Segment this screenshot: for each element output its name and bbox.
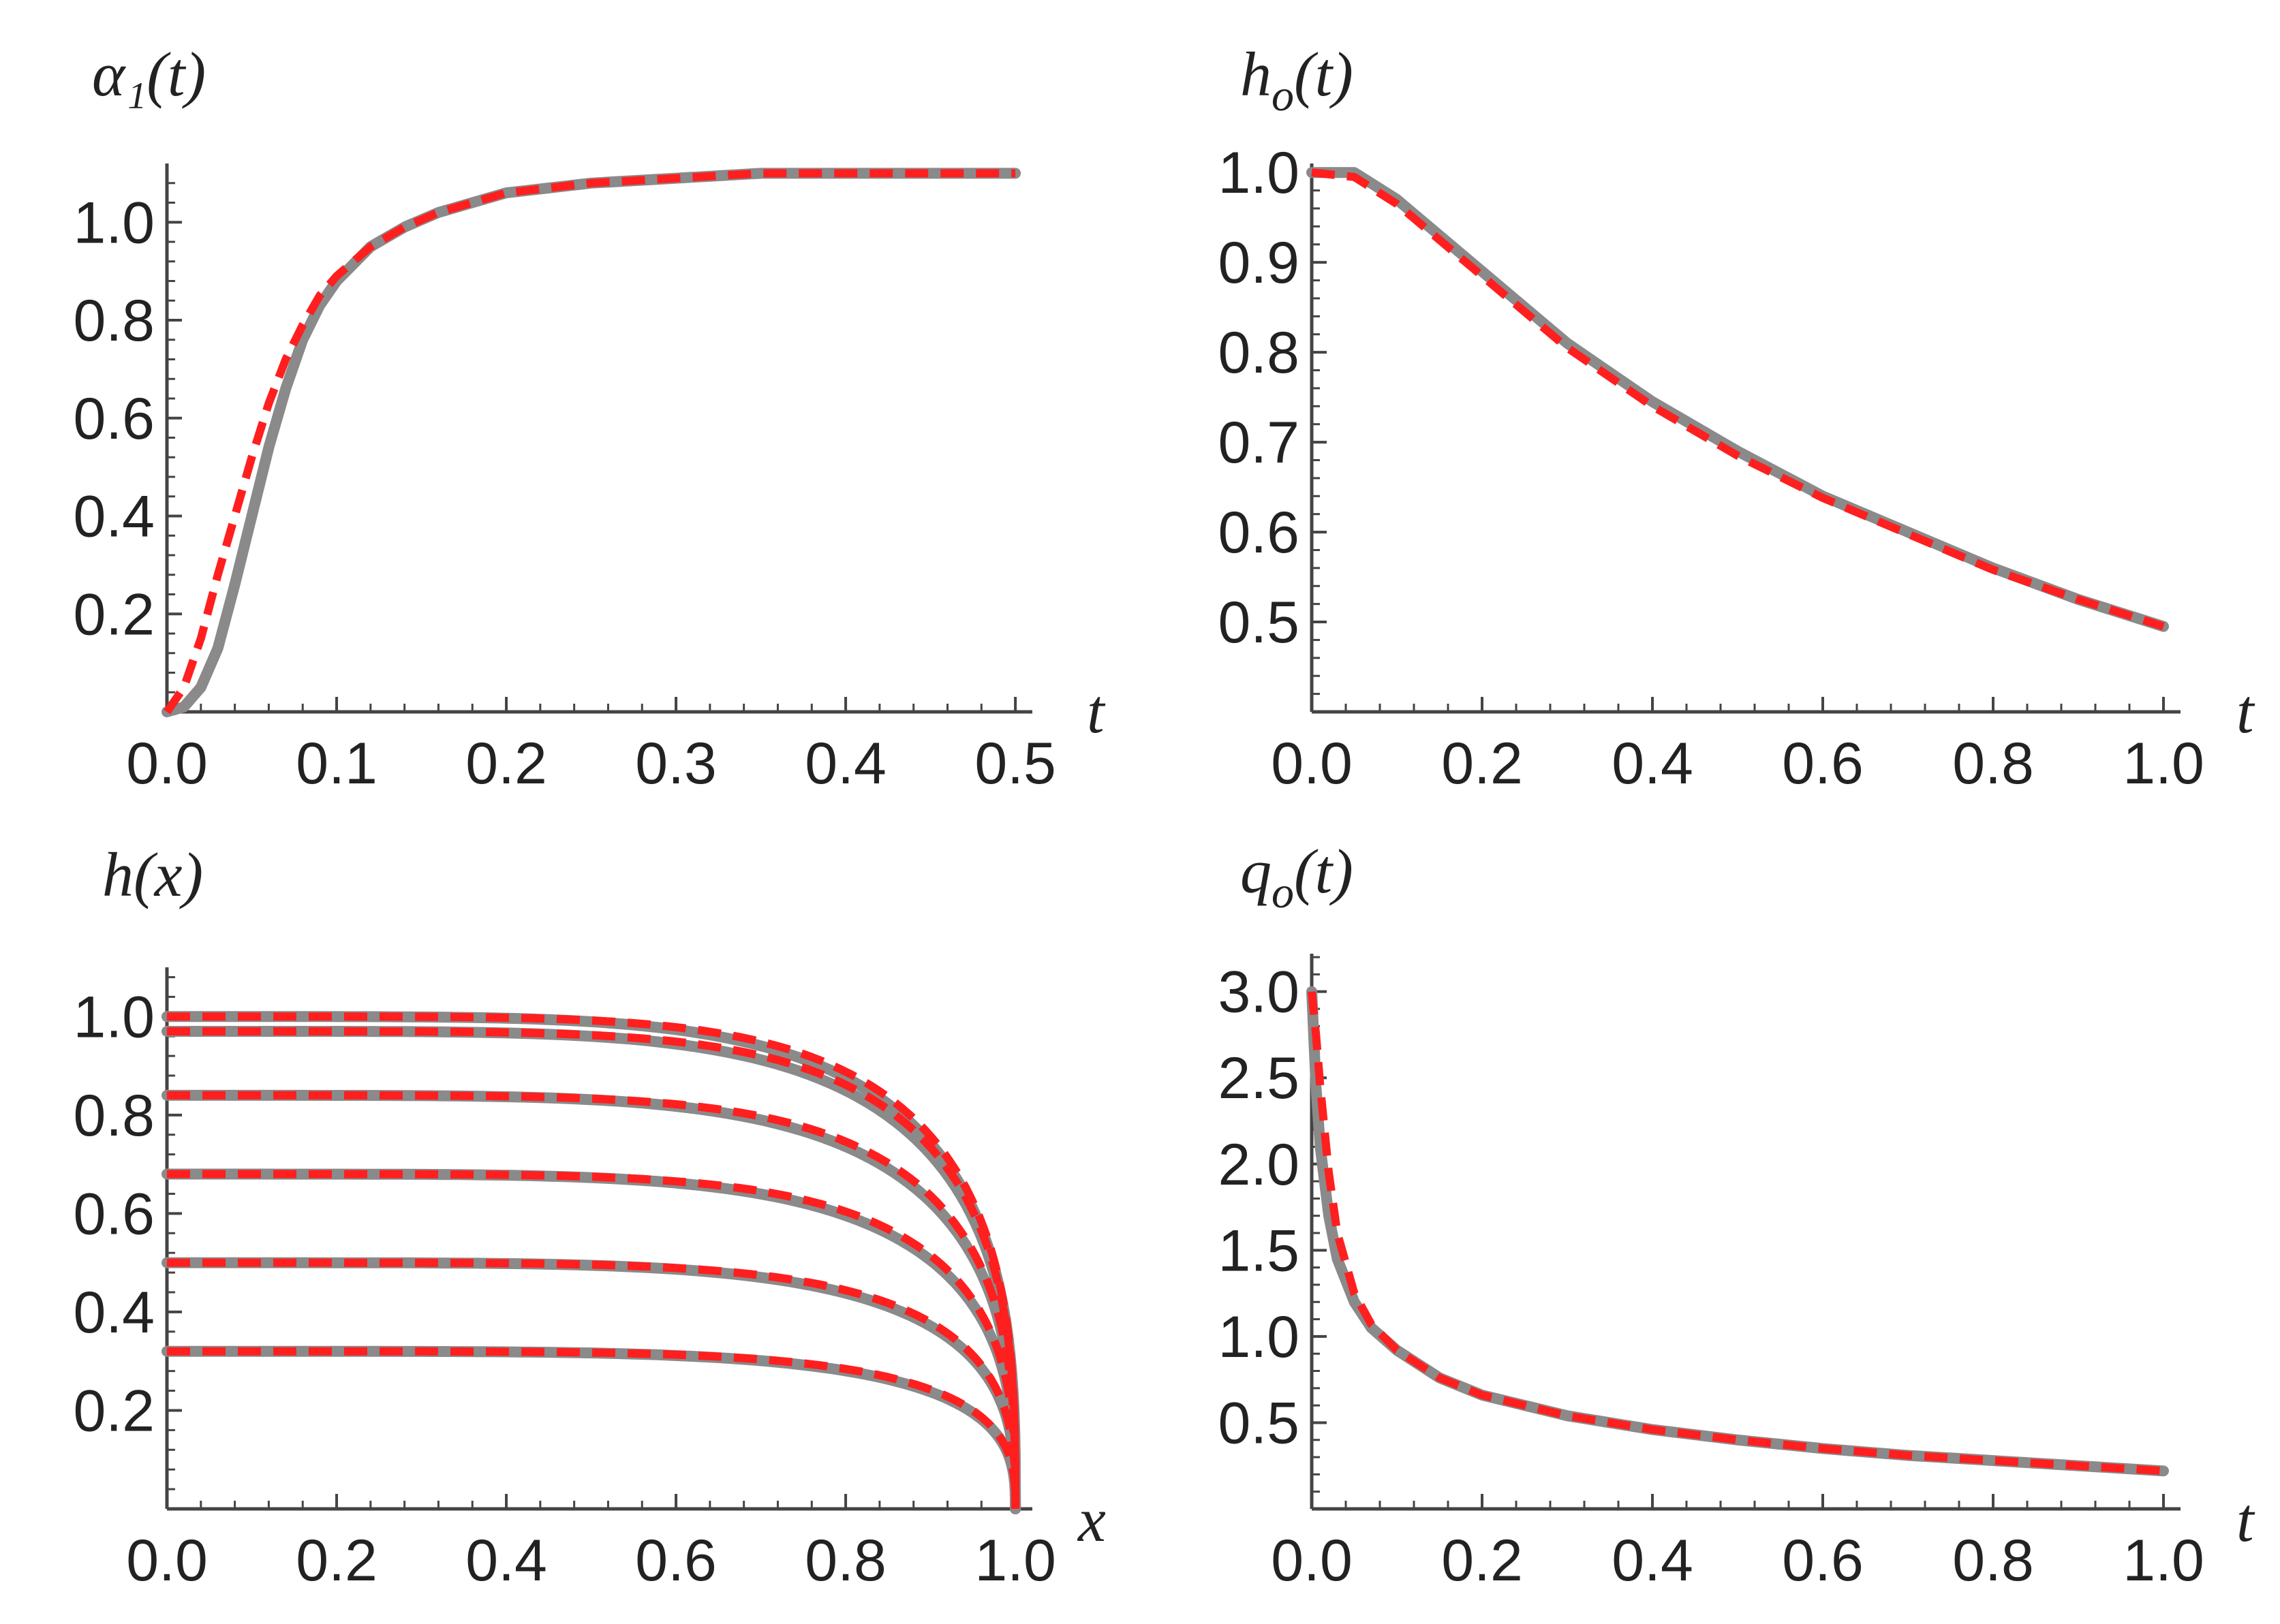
x-axis-title: t (1087, 676, 1106, 746)
x-axis-title: x (1077, 1485, 1106, 1555)
y-tick-label: 0.7 (1218, 410, 1299, 475)
y-tick-label: 1.5 (1218, 1218, 1299, 1283)
y-tick-label: 0.6 (73, 1181, 155, 1247)
series-line-solid (161, 168, 1021, 717)
y-tick-label: 0.2 (73, 1378, 155, 1443)
x-tick-label: 0.2 (296, 1528, 378, 1593)
x-tick-label: 0.4 (465, 1528, 547, 1593)
x-tick-label: 0.4 (805, 731, 887, 796)
x-tick-label: 0.5 (974, 731, 1056, 796)
y-axis-title: ho(t) (1240, 40, 1353, 121)
series-line-dashed (167, 1258, 1020, 1510)
y-tick-label: 0.4 (73, 484, 155, 550)
y-tick-label: 3.0 (1218, 960, 1299, 1025)
y-tick-label: 0.9 (1218, 230, 1299, 296)
x-tick-label: 0.6 (1782, 731, 1864, 796)
panel-hx: h(x) x 0.0 0.2 0.4 0.6 0.8 1.0 0.2 0.4 0.6 0.8 1.0 (73, 840, 1106, 1593)
x-tick-label: 0.0 (126, 731, 208, 796)
y-tick-label: 0.6 (73, 386, 155, 452)
y-tick-label: 0.6 (1218, 500, 1299, 565)
y-tick-label: 0.4 (73, 1280, 155, 1345)
y-tick-label: 1.0 (1218, 140, 1299, 206)
y-tick-label: 0.5 (1218, 1390, 1299, 1456)
series-line-dashed (164, 169, 1016, 715)
x-tick-label: 0.0 (1271, 1528, 1353, 1593)
y-axis-title: h(x) (102, 840, 203, 909)
y-tick-label: 0.8 (73, 1083, 155, 1149)
x-tick-label: 0.2 (1441, 1528, 1523, 1593)
x-tick-label: 0.6 (635, 1528, 717, 1593)
x-tick-label: 1.0 (2123, 1528, 2204, 1593)
series-line-dashed (1311, 168, 2165, 631)
y-tick-label: 1.0 (73, 190, 155, 255)
panel-qo: qo(t) t 0.0 0.2 0.4 0.6 0.8 1.0 0.5 1.0 1.5 2.0 2.… (1218, 837, 2255, 1593)
x-tick-label: 0.1 (296, 731, 378, 796)
x-tick-label: 0.3 (635, 731, 717, 796)
panel-alpha1: α₁(t) t 0.0 0.1 0.2 0.3 0.4 0.5 0.2 0.4 0.6 0.8 1.… (73, 40, 1106, 796)
x-tick-label: 0.2 (465, 731, 547, 796)
y-axis-title: qo(t) (1240, 837, 1353, 918)
x-tick-label: 0.4 (1612, 1528, 1693, 1593)
x-axis-title: t (2236, 1485, 2255, 1555)
series-line-solid (1306, 986, 2169, 1477)
x-tick-label: 0.8 (1952, 731, 2034, 796)
y-tick-label: 0.8 (1218, 320, 1299, 386)
y-tick-label: 0.8 (73, 288, 155, 354)
x-tick-label: 0.6 (1782, 1528, 1864, 1593)
x-tick-label: 0.0 (126, 1528, 208, 1593)
series-line-dashed (167, 1091, 1020, 1510)
x-tick-label: 0.2 (1441, 731, 1523, 796)
y-tick-label: 1.0 (73, 984, 155, 1050)
y-axis-title: α₁(t) (92, 40, 206, 109)
y-tick-label: 2.5 (1218, 1046, 1299, 1111)
series-line-dashed (1308, 991, 2164, 1475)
x-tick-label: 0.0 (1271, 731, 1353, 796)
y-tick-label: 0.5 (1218, 590, 1299, 655)
series-line-solid (161, 1168, 1021, 1514)
x-axis-title: t (2236, 676, 2255, 746)
x-tick-label: 0.8 (1952, 1528, 2034, 1593)
series-line-dashed (167, 1347, 1020, 1510)
y-tick-label: 1.0 (1218, 1305, 1299, 1370)
series-line-dashed (167, 1170, 1020, 1510)
y-tick-label: 2.0 (1218, 1132, 1299, 1198)
x-tick-label: 1.0 (2123, 731, 2204, 796)
x-tick-label: 1.0 (974, 1528, 1056, 1593)
panel-ho: ho(t) t 0.0 0.2 0.4 0.6 0.8 1.0 0.5 0.6 0.7 0.8 0.… (1218, 40, 2255, 796)
series-line-solid (161, 1257, 1021, 1514)
x-tick-label: 0.8 (805, 1528, 887, 1593)
x-tick-label: 0.4 (1612, 731, 1693, 796)
y-tick-label: 0.2 (73, 582, 155, 647)
